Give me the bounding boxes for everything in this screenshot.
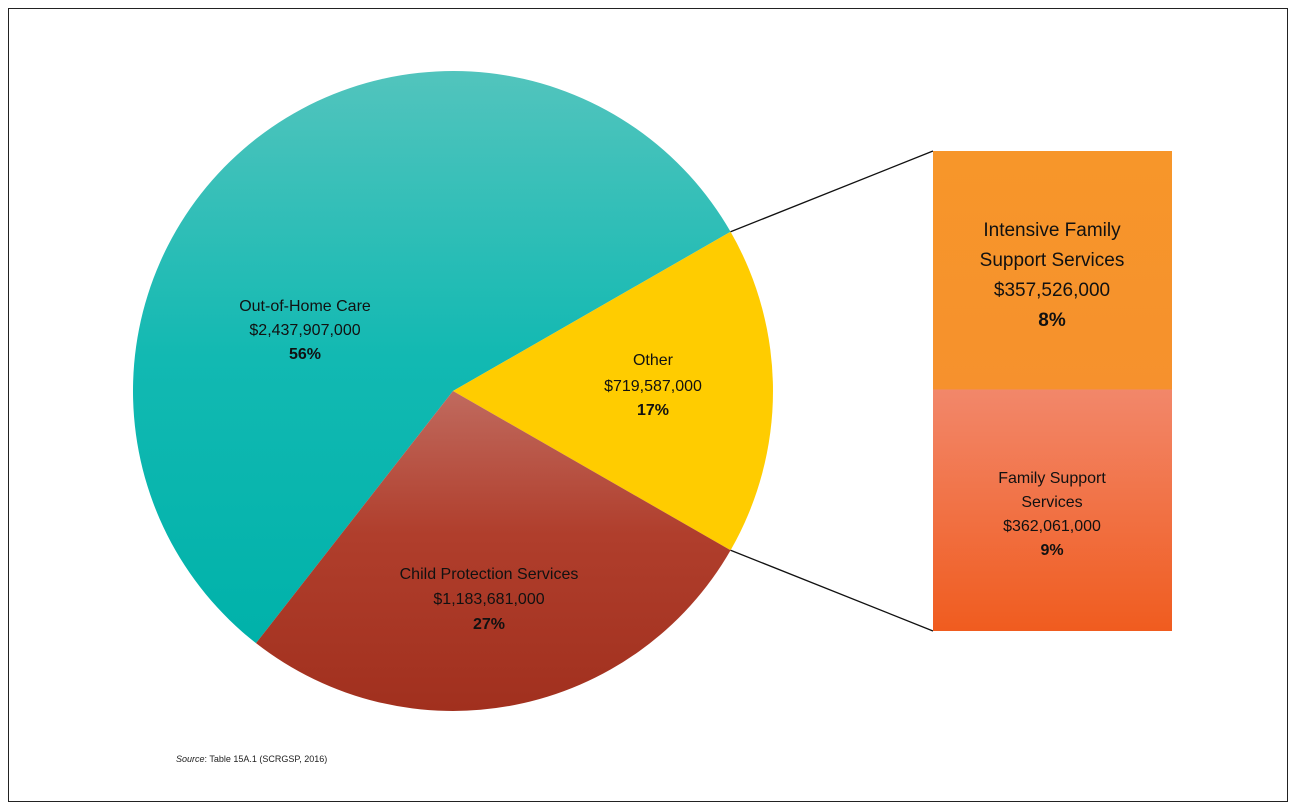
breakdown-bar-family-support (933, 389, 1172, 631)
label-intensive-line-2: Support Services (980, 250, 1125, 271)
source-note: Source: Table 15A.1 (SCRGSP, 2016) (176, 754, 327, 764)
pie-slice-out-of-home-care (132, 70, 731, 644)
label-child-protection-amount: $1,183,681,000 (433, 591, 544, 608)
pie-slice-child-protection-services (256, 391, 731, 711)
pie-slice-other (453, 231, 773, 551)
label-other-amount: $719,587,000 (604, 378, 702, 395)
label-family-line-1: Family Support (998, 470, 1106, 487)
label-child-protection: Child Protection Services $1,183,681,000… (400, 566, 579, 633)
source-label: Source (176, 754, 205, 764)
label-out-of-home-care-amount: $2,437,907,000 (249, 322, 360, 339)
label-out-of-home-care-percent: 56% (289, 346, 321, 363)
label-family-line-2: Services (1021, 494, 1082, 511)
breakdown-bar-intensive-family-support (933, 151, 1172, 390)
label-family-percent: 9% (1040, 542, 1063, 559)
label-out-of-home-care: Out-of-Home Care $2,437,907,000 56% (239, 298, 371, 363)
source-text: : Table 15A.1 (SCRGSP, 2016) (204, 754, 328, 764)
label-other-percent: 17% (637, 402, 669, 419)
label-family-amount: $362,061,000 (1003, 518, 1101, 535)
label-child-protection-percent: 27% (473, 616, 505, 633)
label-other: Other $719,587,000 17% (604, 352, 702, 419)
connector-line-top (730, 150, 934, 233)
label-family-support: Family Support Services $362,061,000 9% (998, 470, 1106, 559)
connector-line-bottom (730, 549, 934, 632)
label-intensive-percent: 8% (1038, 310, 1066, 331)
label-intensive-amount: $357,526,000 (994, 280, 1110, 301)
label-other-name: Other (633, 352, 674, 369)
label-intensive-line-1: Intensive Family (983, 220, 1121, 241)
label-child-protection-name: Child Protection Services (400, 566, 579, 583)
label-intensive-family-support: Intensive Family Support Services $357,5… (980, 220, 1125, 331)
label-out-of-home-care-name: Out-of-Home Care (239, 298, 371, 315)
